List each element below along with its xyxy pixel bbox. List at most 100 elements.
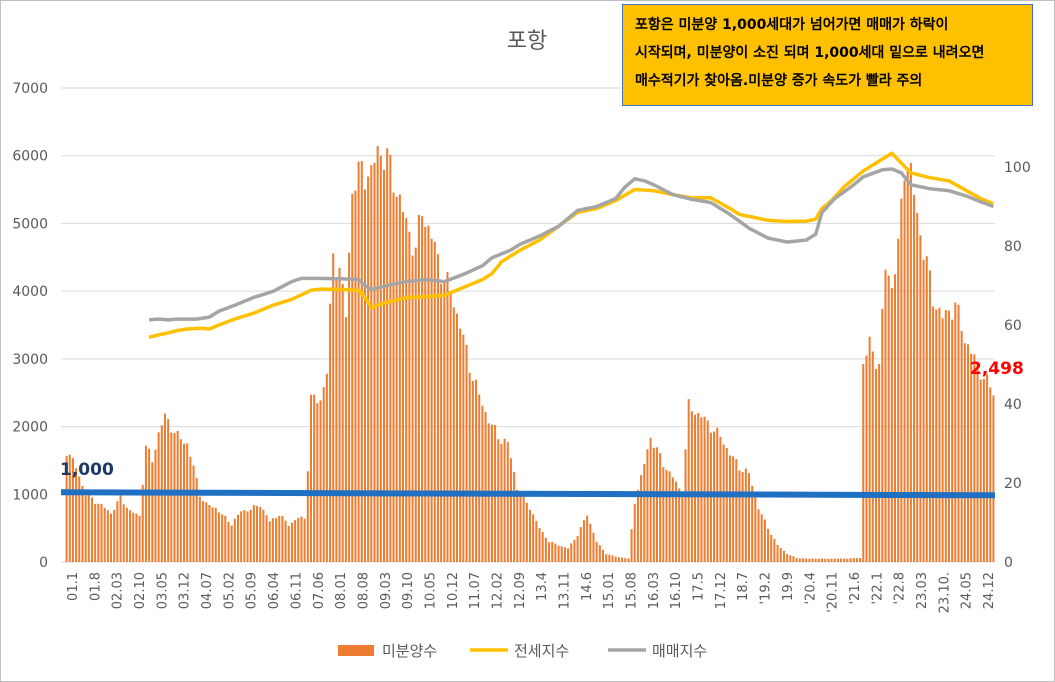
threshold-line xyxy=(60,489,996,499)
bar xyxy=(763,519,766,562)
bar xyxy=(827,558,830,562)
x-tick-label: 13.4 xyxy=(535,572,550,601)
x-tick-label: 03.12 xyxy=(178,572,193,609)
bar xyxy=(430,238,433,563)
bar xyxy=(516,489,519,562)
bar xyxy=(941,318,944,562)
bar xyxy=(760,514,763,562)
left-tick-label: 4000 xyxy=(12,284,48,300)
bar xyxy=(792,556,795,562)
bar xyxy=(662,467,665,562)
x-tick-label: 17.5 xyxy=(692,572,707,601)
bar xyxy=(820,558,824,562)
bar xyxy=(462,334,465,562)
bar xyxy=(284,520,287,562)
bar xyxy=(186,443,189,562)
bar xyxy=(436,254,439,562)
bar xyxy=(557,545,560,562)
bar xyxy=(290,522,293,562)
bar xyxy=(227,521,230,562)
bar xyxy=(78,476,81,562)
bar xyxy=(963,343,966,562)
bar xyxy=(525,502,528,562)
right-tick-label: 20 xyxy=(1004,476,1022,492)
bar xyxy=(221,514,224,562)
bar xyxy=(586,515,589,562)
last-value-label: 2,498 xyxy=(970,359,1024,379)
bar xyxy=(741,472,744,562)
x-tick-label: 12.02 xyxy=(491,572,506,609)
bar xyxy=(852,558,855,562)
bar xyxy=(805,558,808,562)
bar xyxy=(862,364,865,562)
bar xyxy=(751,485,754,562)
bar xyxy=(357,161,360,562)
bar xyxy=(643,463,646,562)
bar xyxy=(275,518,278,562)
bar xyxy=(144,445,147,562)
bar xyxy=(522,494,525,562)
bar xyxy=(840,558,843,562)
bar xyxy=(113,509,116,562)
bar xyxy=(151,462,154,562)
x-tick-label: 06.04 xyxy=(267,572,282,609)
bar xyxy=(782,550,785,562)
bar xyxy=(478,394,481,562)
bar xyxy=(452,307,455,562)
x-tick-label: 07.06 xyxy=(312,572,327,609)
bar xyxy=(992,395,995,562)
bar xyxy=(690,411,693,562)
annotation-line-1: 포항은 미분양 1,000세대가 넘어가면 매매가 하락이 xyxy=(635,17,949,33)
bar xyxy=(287,526,290,562)
x-tick-label: 09.03 xyxy=(379,572,394,609)
bar xyxy=(484,411,487,562)
bar xyxy=(129,510,132,562)
left-axis-labels: 0 1000 2000 3000 4000 5000 6000 7000 xyxy=(12,81,48,571)
right-tick-label: 80 xyxy=(1004,239,1022,255)
bar xyxy=(976,361,979,562)
bar xyxy=(322,387,325,562)
x-tick-label: 13.11 xyxy=(558,572,573,609)
left-tick-label: 5000 xyxy=(12,216,48,232)
bar xyxy=(363,189,366,562)
bar xyxy=(747,473,751,562)
bar xyxy=(608,554,611,562)
bar xyxy=(687,399,690,562)
x-tick-label: 05.09 xyxy=(245,572,260,609)
bar xyxy=(256,506,259,562)
bar xyxy=(871,351,874,562)
x-tick-label: '22.1 xyxy=(870,572,885,605)
bar xyxy=(767,528,770,562)
bar xyxy=(932,306,935,562)
bar xyxy=(668,471,671,562)
bar xyxy=(922,259,925,562)
left-tick-label: 3000 xyxy=(12,352,48,368)
line-전세지수 xyxy=(148,151,995,339)
right-tick-label: 40 xyxy=(1004,397,1022,413)
bar xyxy=(754,496,757,562)
bar xyxy=(459,328,462,562)
threshold-bar xyxy=(60,489,996,499)
bar xyxy=(348,252,351,563)
bar xyxy=(598,545,601,562)
bar xyxy=(786,554,789,562)
bar xyxy=(719,436,722,562)
bar xyxy=(532,514,535,562)
bar xyxy=(195,478,198,562)
bar xyxy=(894,274,897,562)
bar xyxy=(84,495,87,562)
bar xyxy=(560,546,563,562)
x-tick-label: 23.03 xyxy=(915,572,930,609)
bar xyxy=(506,441,509,562)
bar xyxy=(811,558,814,562)
bar xyxy=(567,548,570,562)
bar xyxy=(925,256,928,562)
bar xyxy=(306,471,309,562)
bar xyxy=(646,449,649,562)
bar xyxy=(427,225,430,563)
x-tick-label: 18.7 xyxy=(736,572,751,601)
bar xyxy=(294,520,297,562)
x-tick-label: 16.03 xyxy=(647,572,662,609)
bar xyxy=(503,438,506,562)
bar xyxy=(198,496,201,562)
